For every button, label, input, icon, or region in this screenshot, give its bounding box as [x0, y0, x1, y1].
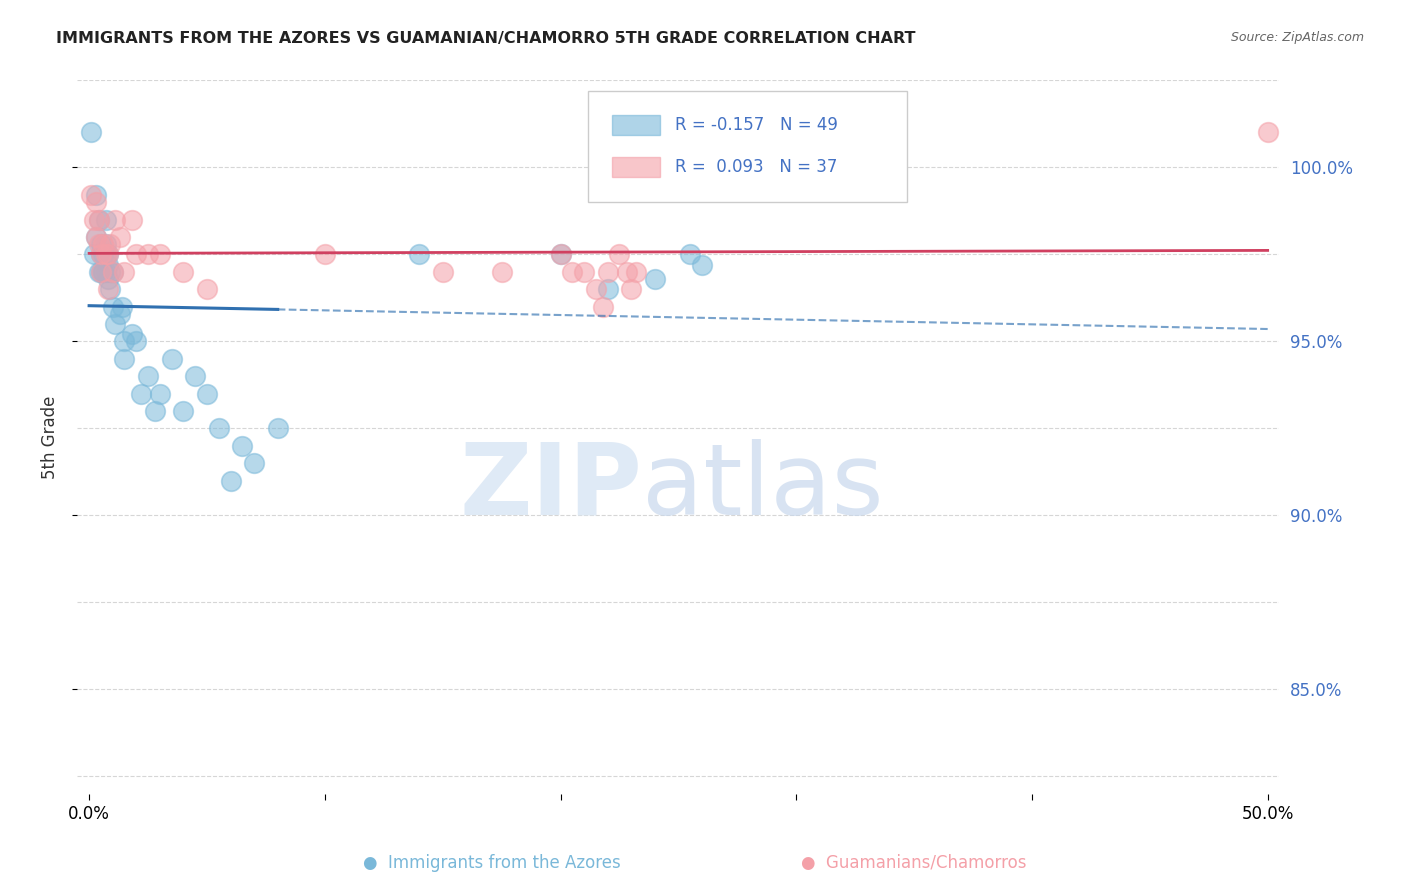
Point [98, 236, 121, 251]
Text: R =  0.093   N = 37: R = 0.093 N = 37 [675, 158, 837, 176]
Point [104, 317, 127, 331]
Point [125, 334, 148, 349]
Text: atlas: atlas [643, 439, 884, 535]
Point [231, 439, 253, 453]
Point [121, 327, 143, 342]
Point [143, 404, 166, 418]
Point [314, 247, 336, 261]
Point [90, 236, 112, 251]
Point [690, 258, 713, 272]
Point [129, 386, 152, 401]
Point [208, 421, 231, 435]
Point [94, 247, 117, 261]
Point [585, 282, 607, 296]
Point [108, 230, 131, 244]
Point [1257, 126, 1279, 140]
Point [90, 265, 112, 279]
Point [267, 421, 290, 435]
Point [592, 300, 614, 314]
Point [97, 247, 120, 261]
Point [114, 351, 136, 366]
Point [91, 247, 114, 261]
Point [84, 188, 107, 202]
Text: R = -0.157   N = 49: R = -0.157 N = 49 [675, 116, 838, 134]
Point [172, 265, 194, 279]
Point [90, 247, 112, 261]
Point [114, 334, 136, 349]
Point [83, 212, 105, 227]
Point [91, 236, 114, 251]
Point [624, 265, 647, 279]
Point [561, 265, 583, 279]
Point [136, 369, 159, 384]
Point [550, 247, 572, 261]
Point [136, 247, 159, 261]
Point [94, 212, 117, 227]
Point [172, 404, 194, 418]
Point [97, 271, 120, 285]
Point [80, 126, 103, 140]
Point [97, 247, 120, 261]
Point [644, 271, 666, 285]
Point [550, 247, 572, 261]
Point [84, 195, 107, 210]
Point [195, 386, 218, 401]
Point [184, 369, 207, 384]
Point [596, 265, 619, 279]
Point [679, 247, 702, 261]
FancyBboxPatch shape [588, 91, 907, 202]
Point [87, 212, 110, 227]
Point [572, 265, 595, 279]
Point [98, 265, 121, 279]
Point [87, 212, 110, 227]
Point [101, 300, 124, 314]
Point [609, 247, 631, 261]
Point [114, 265, 136, 279]
Point [219, 474, 242, 488]
Point [87, 265, 110, 279]
Text: ZIP: ZIP [460, 439, 643, 535]
Point [83, 247, 105, 261]
FancyBboxPatch shape [612, 157, 661, 177]
Point [432, 265, 454, 279]
Text: IMMIGRANTS FROM THE AZORES VS GUAMANIAN/CHAMORRO 5TH GRADE CORRELATION CHART: IMMIGRANTS FROM THE AZORES VS GUAMANIAN/… [56, 31, 915, 46]
Point [149, 386, 172, 401]
Text: Source: ZipAtlas.com: Source: ZipAtlas.com [1230, 31, 1364, 45]
Point [596, 282, 619, 296]
Point [94, 247, 117, 261]
FancyBboxPatch shape [612, 115, 661, 136]
Point [108, 306, 131, 320]
Point [149, 247, 172, 261]
Point [101, 265, 124, 279]
Point [195, 282, 218, 296]
Point [243, 456, 266, 470]
Point [104, 212, 127, 227]
Point [125, 247, 148, 261]
Point [91, 265, 114, 279]
Point [160, 351, 183, 366]
Point [80, 188, 103, 202]
Point [408, 247, 430, 261]
Point [90, 247, 112, 261]
Point [91, 265, 114, 279]
Text: ●  Immigrants from the Azores: ● Immigrants from the Azores [363, 855, 621, 872]
Point [90, 265, 112, 279]
Text: ●  Guamanians/Chamorros: ● Guamanians/Chamorros [801, 855, 1026, 872]
Point [98, 282, 121, 296]
Point [94, 265, 117, 279]
Point [97, 258, 120, 272]
Point [111, 300, 134, 314]
Point [84, 230, 107, 244]
Point [97, 282, 120, 296]
Point [121, 212, 143, 227]
Point [87, 236, 110, 251]
Y-axis label: 5th Grade: 5th Grade [41, 395, 59, 479]
Point [491, 265, 513, 279]
Point [84, 230, 107, 244]
Point [101, 265, 124, 279]
Point [620, 282, 643, 296]
Point [94, 236, 117, 251]
Point [616, 265, 638, 279]
